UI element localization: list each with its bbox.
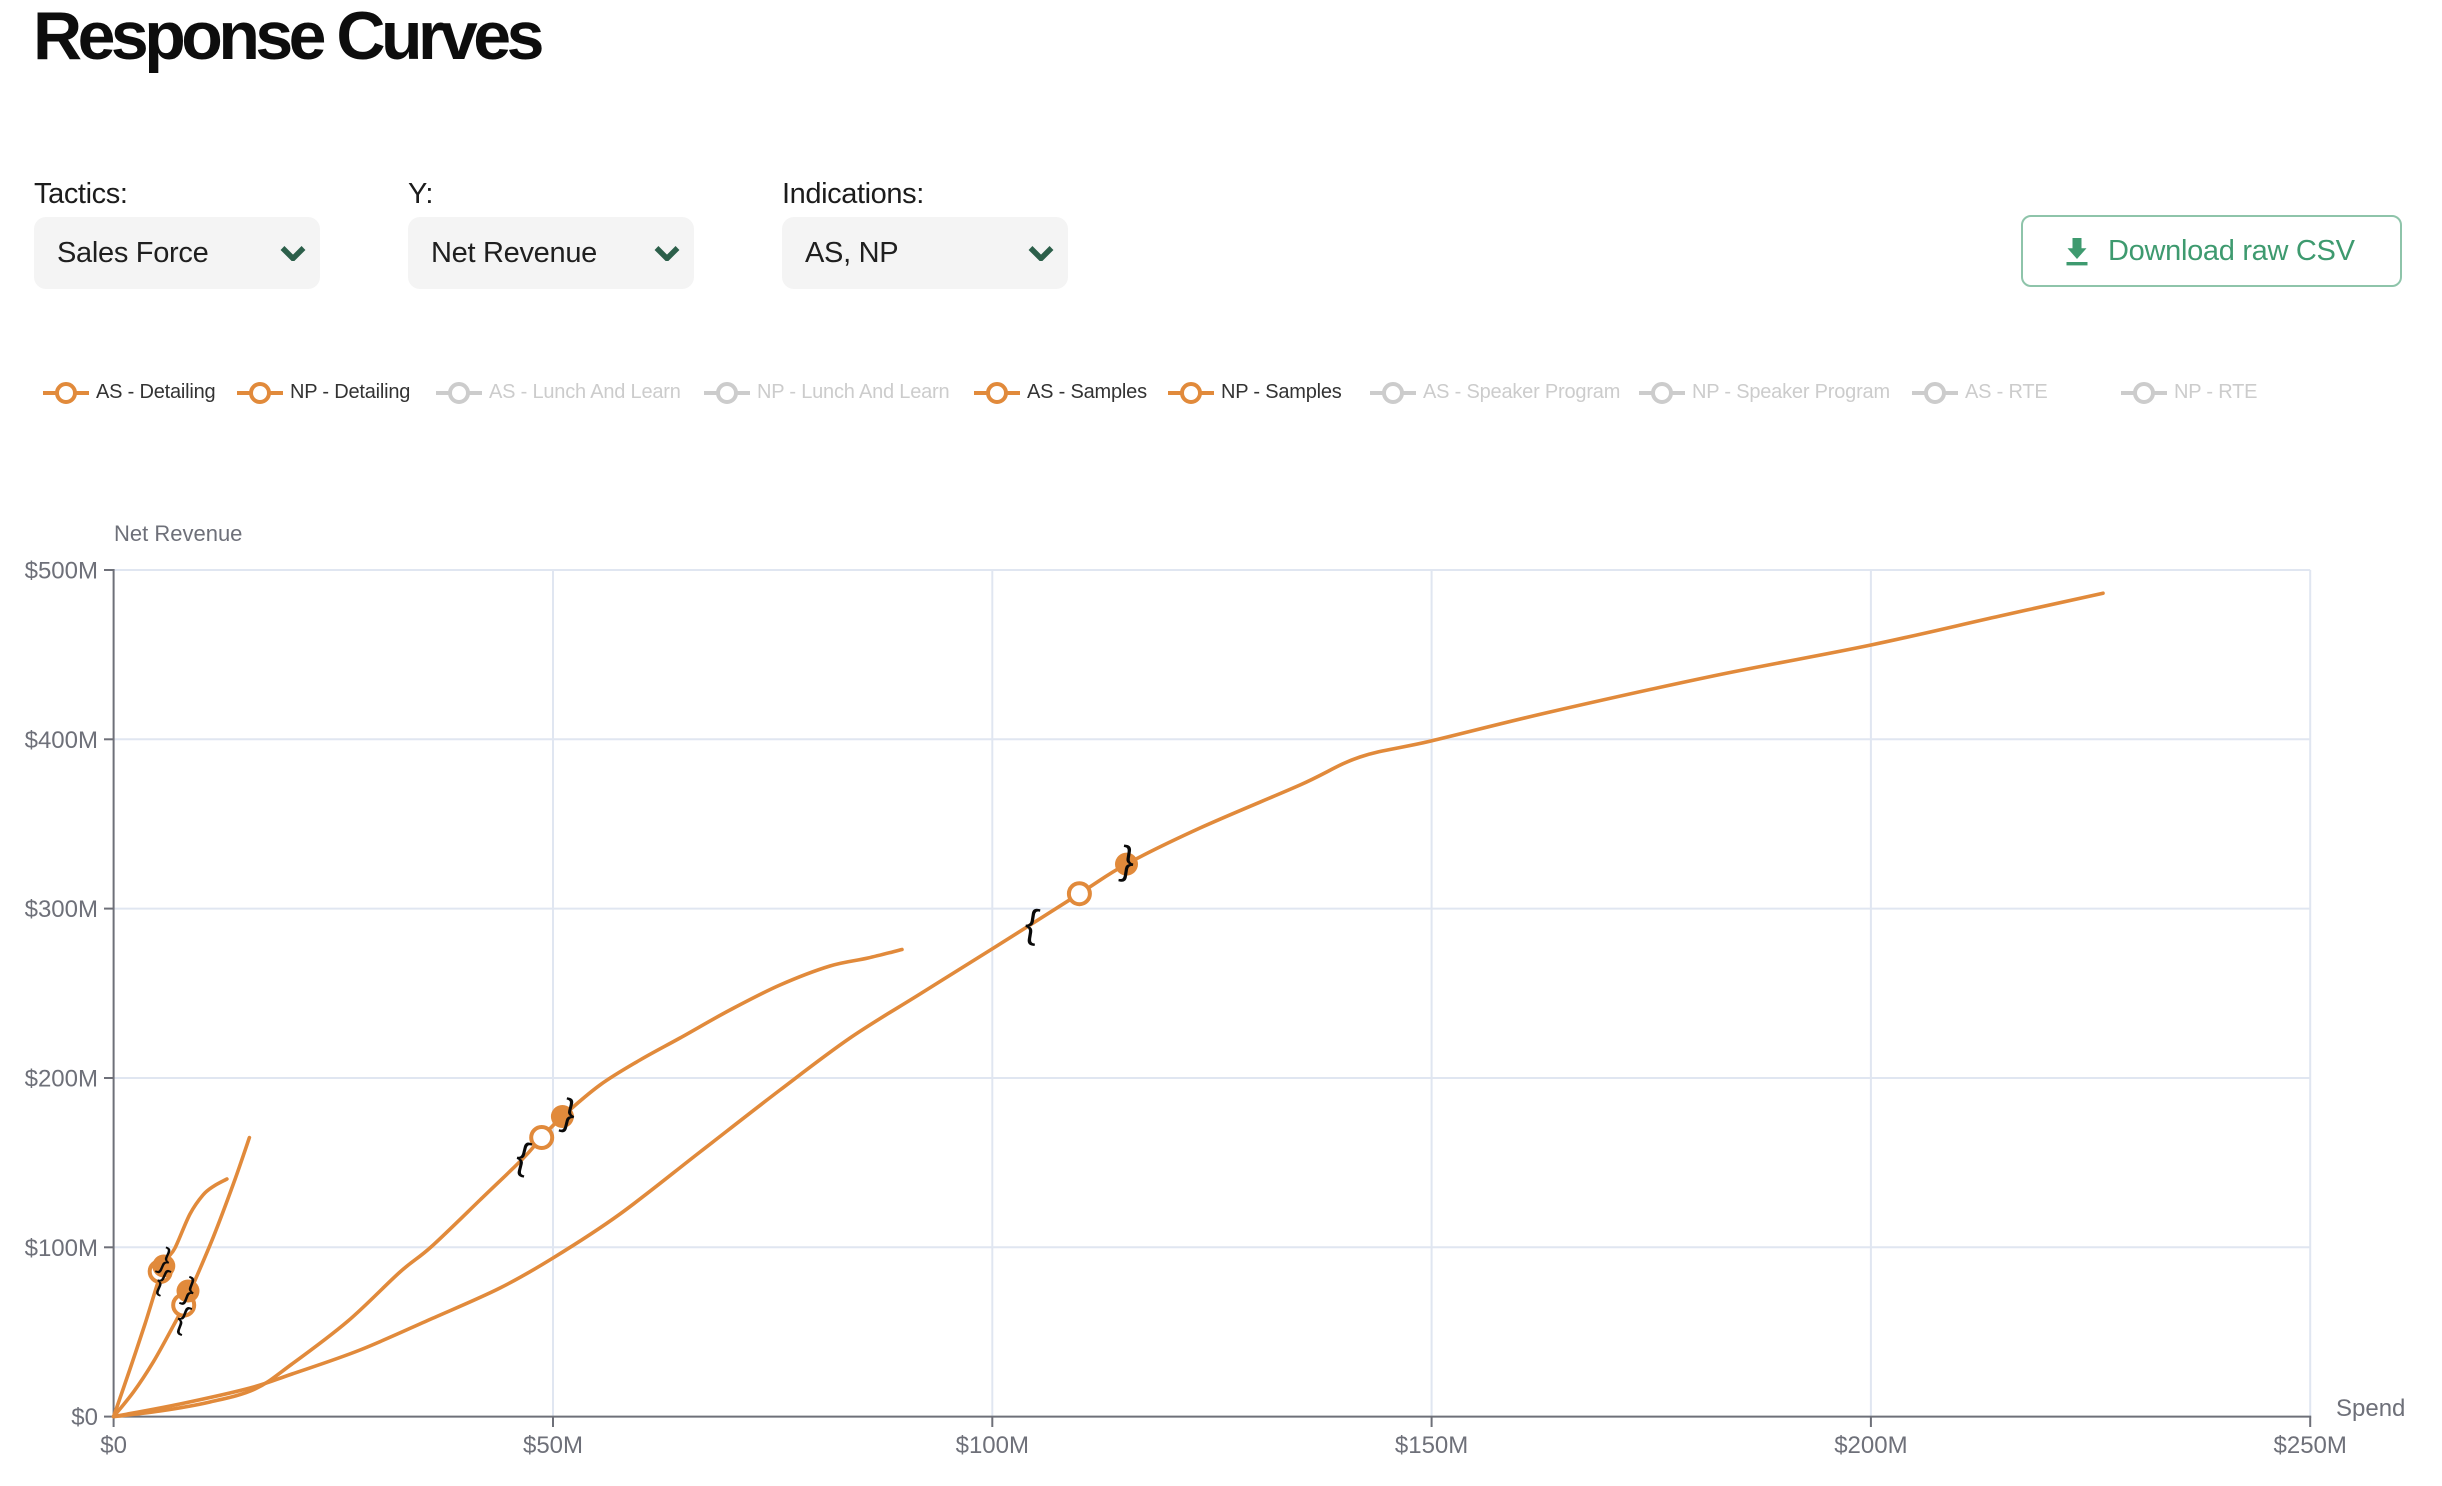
svg-text:Net Revenue: Net Revenue [114,521,242,546]
svg-text:$100M: $100M [25,1235,98,1262]
svg-text:$400M: $400M [25,727,98,754]
svg-text:Spend: Spend [2336,1395,2405,1422]
svg-text:$50M: $50M [523,1432,583,1459]
svg-text:$100M: $100M [956,1432,1029,1459]
svg-text:{: { [512,1135,535,1179]
svg-text:$0: $0 [100,1432,127,1459]
svg-text:$200M: $200M [1834,1432,1907,1459]
svg-text:$250M: $250M [2274,1432,2347,1459]
svg-text:$300M: $300M [25,896,98,923]
svg-text:$150M: $150M [1395,1432,1468,1459]
svg-text:$200M: $200M [25,1066,98,1093]
svg-text:$500M: $500M [25,558,98,585]
svg-text:$0: $0 [71,1404,98,1431]
